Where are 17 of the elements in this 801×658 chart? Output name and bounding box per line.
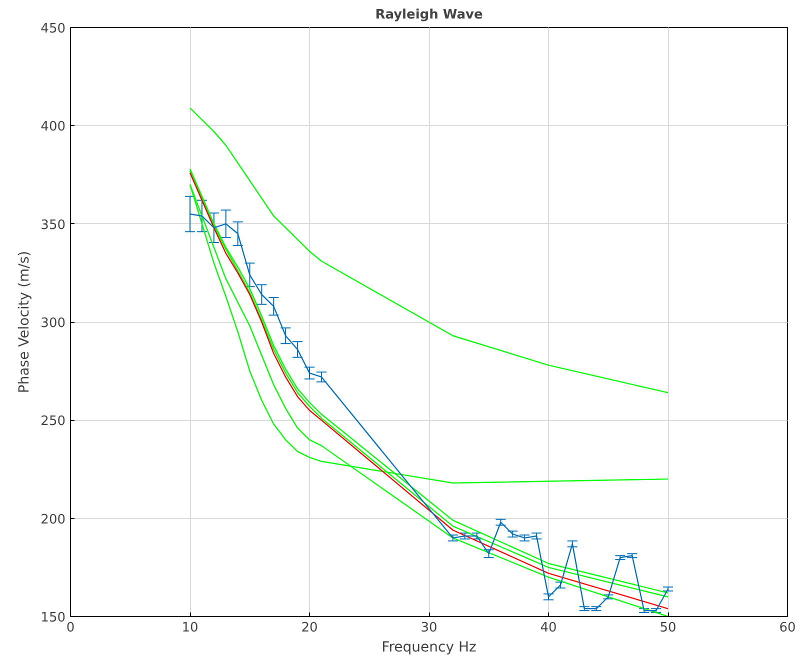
x-tick-label: 60	[779, 620, 796, 636]
y-tick-label: 250	[40, 414, 66, 430]
y-tick-label: 200	[40, 512, 66, 528]
x-tick-label: 20	[301, 620, 318, 636]
chart-title: Rayleigh Wave	[375, 8, 483, 22]
y-tick-label: 350	[40, 218, 66, 233]
y-tick-label: 300	[40, 316, 66, 331]
x-tick-label: 50	[660, 620, 676, 636]
x-tick-label: 0	[66, 620, 75, 636]
x-tick-label: 30	[420, 620, 438, 636]
x-tick-label: 10	[182, 620, 198, 636]
y-tick-label: 150	[40, 610, 66, 626]
y-axis-title: Phase Velocity (m/s)	[16, 250, 33, 394]
y-tick-label: 400	[40, 120, 66, 135]
x-axis-title: Frequency Hz	[382, 640, 476, 656]
y-tick-label: 450	[40, 22, 66, 36]
x-tick-label: 40	[540, 620, 557, 636]
